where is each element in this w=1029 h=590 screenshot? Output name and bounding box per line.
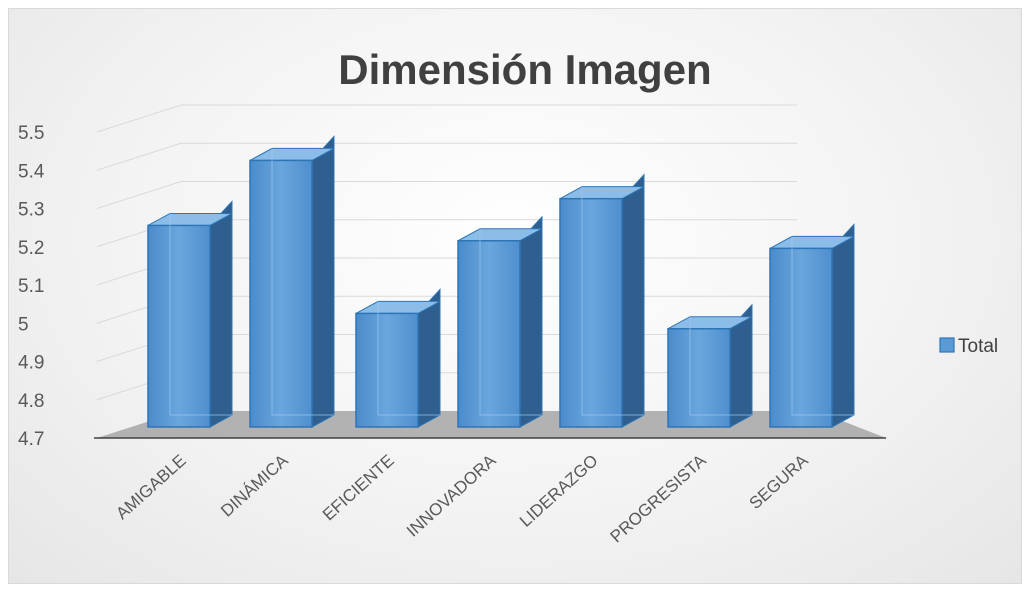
y-tick-label: 5.4 bbox=[18, 161, 45, 182]
bars bbox=[147, 135, 855, 428]
bar bbox=[457, 215, 543, 428]
bar bbox=[559, 173, 645, 428]
bar-front-face bbox=[147, 224, 211, 428]
x-category-label: INNOVADORA bbox=[403, 450, 500, 540]
x-category-label: AMIGABLE bbox=[112, 451, 189, 523]
y-tick-label: 4.7 bbox=[18, 429, 44, 450]
bar bbox=[769, 223, 855, 428]
bar-side-face bbox=[311, 135, 335, 428]
bar-side-face bbox=[621, 173, 645, 428]
bar-front-face bbox=[249, 159, 313, 428]
x-category-label: EFICIENTE bbox=[319, 451, 398, 525]
chart-title: Dimensión Imagen bbox=[338, 46, 711, 93]
bar bbox=[147, 200, 233, 428]
gridline bbox=[96, 181, 797, 209]
bar bbox=[355, 288, 441, 428]
bar-front-face bbox=[559, 197, 623, 428]
bar-front-face bbox=[769, 247, 833, 428]
y-tick-label: 5.5 bbox=[18, 123, 44, 144]
legend: Total bbox=[939, 336, 998, 357]
bar-inner-edge bbox=[479, 228, 542, 416]
bar-inner-edge bbox=[377, 301, 440, 416]
bar-inner-edge bbox=[581, 186, 644, 416]
bar-inner-edge bbox=[271, 148, 334, 416]
x-category-label: DINÁMICA bbox=[217, 450, 292, 520]
gridline bbox=[96, 104, 797, 133]
bar-side-face bbox=[831, 223, 855, 428]
bar-front-face bbox=[457, 240, 521, 428]
bar bbox=[249, 135, 335, 428]
bar-side-face bbox=[519, 215, 543, 428]
y-axis-ticks: 4.7 4.8 4.9 5 5.1 5.2 5.3 5.4 5.5 bbox=[18, 123, 45, 450]
y-tick-label: 4.8 bbox=[18, 391, 44, 412]
bar-inner-edge bbox=[689, 316, 752, 416]
x-category-label: SEGURA bbox=[746, 450, 813, 513]
y-tick-label: 5.2 bbox=[18, 238, 44, 259]
bar-inner-edge bbox=[169, 213, 232, 416]
x-category-label: LIDERAZGO bbox=[516, 451, 602, 531]
bar bbox=[667, 303, 753, 428]
y-tick-label: 5.3 bbox=[18, 200, 44, 221]
bar-front-face bbox=[355, 312, 419, 428]
y-tick-label: 4.9 bbox=[18, 353, 44, 374]
bar-inner-edge bbox=[791, 236, 854, 416]
y-tick-label: 5 bbox=[18, 314, 29, 335]
legend-label: Total bbox=[958, 336, 998, 357]
legend-swatch bbox=[939, 337, 955, 353]
x-axis-categories: AMIGABLE DINÁMICA EFICIENTE INNOVADORA LIDER… bbox=[112, 450, 812, 546]
x-category-label: PROGRESISTA bbox=[607, 450, 711, 546]
bar-front-face bbox=[667, 327, 731, 428]
gridline bbox=[96, 142, 797, 171]
bar-side-face bbox=[209, 200, 233, 428]
y-tick-label: 5.1 bbox=[18, 276, 44, 297]
